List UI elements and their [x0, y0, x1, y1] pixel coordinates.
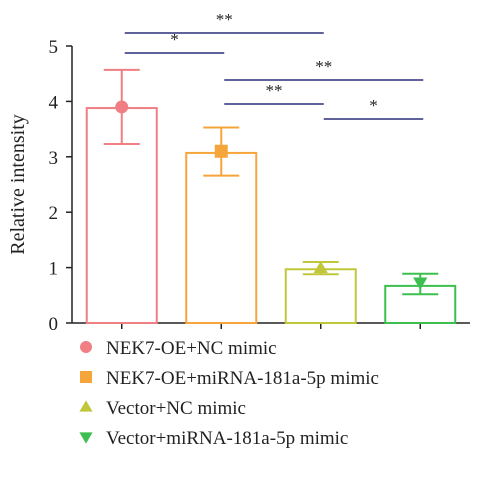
- significance-label: **: [266, 81, 283, 100]
- y-tick-label: 3: [49, 148, 59, 169]
- data-point: [313, 261, 328, 274]
- legend-item: Vector+NC mimic: [79, 398, 246, 419]
- significance-brackets: ********: [124, 10, 424, 120]
- data-point: [413, 277, 428, 290]
- bar: [185, 151, 258, 324]
- y-tick-label: 2: [49, 203, 59, 224]
- y-tick-label: 4: [49, 92, 59, 113]
- legend-item: NEK7-OE+NC mimic: [80, 338, 277, 359]
- data-point: [214, 144, 228, 158]
- legend-marker: [79, 432, 93, 444]
- legend-marker: [80, 371, 92, 383]
- legend-item: NEK7-OE+miRNA-181a-5p mimic: [80, 368, 379, 389]
- legend: NEK7-OE+NC mimic NEK7-OE+miRNA-181a-5p mi…: [79, 338, 379, 449]
- significance-label: *: [369, 96, 378, 115]
- significance-label: *: [170, 30, 179, 49]
- legend-marker: [80, 341, 92, 353]
- y-tick-label: 1: [49, 259, 59, 280]
- chart-axes: 0 1 2 3 4 5: [49, 37, 470, 335]
- y-tick-label: 5: [49, 37, 59, 58]
- y-axis-label: Relative intensity: [7, 114, 29, 255]
- legend-label: NEK7-OE+NC mimic: [106, 338, 277, 359]
- legend-label: Vector+NC mimic: [106, 398, 246, 419]
- data-point: [115, 100, 129, 114]
- y-tick-label: 0: [49, 314, 59, 335]
- bar: [284, 268, 357, 324]
- legend-label: Vector+miRNA-181a-5p mimic: [106, 428, 348, 449]
- legend-item: Vector+miRNA-181a-5p mimic: [79, 428, 348, 449]
- significance-label: **: [216, 10, 233, 29]
- significance-label: **: [315, 57, 332, 76]
- legend-label: NEK7-OE+miRNA-181a-5p mimic: [106, 368, 379, 389]
- chart-bars: [85, 68, 457, 324]
- legend-marker: [79, 400, 93, 412]
